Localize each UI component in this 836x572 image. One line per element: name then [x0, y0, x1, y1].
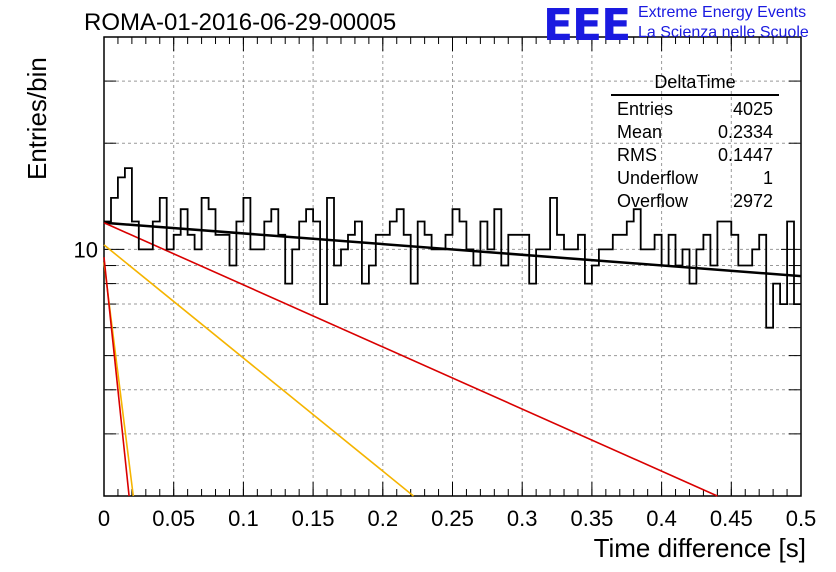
logo-tagline-2: La Scienza nelle Scuole: [638, 24, 809, 41]
stats-title: DeltaTime: [654, 72, 736, 92]
stats-value: 1: [762, 168, 773, 188]
stats-value: 2972: [732, 191, 773, 211]
x-tick-label: 0.5: [786, 506, 817, 531]
stats-value: 4025: [732, 99, 773, 119]
y-tick-label: 10: [74, 237, 98, 262]
stats-rows: Entries 4025 Mean 0.2334 RMS 0.1447 Underflow 1…: [611, 98, 779, 213]
grid-lines: [104, 37, 801, 496]
fit-line: [103, 244, 414, 497]
stats-label: Underflow: [617, 168, 699, 188]
stats-label: Overflow: [617, 191, 689, 211]
chart-title: ROMA-01-2016-06-29-00005: [84, 9, 397, 36]
fit-lines: [103, 221, 802, 497]
fit-line: [103, 257, 130, 497]
x-tick-label: 0.3: [507, 506, 538, 531]
x-axis-label: Time difference [s]: [593, 533, 806, 563]
stats-label: RMS: [617, 145, 657, 165]
fit-line: [103, 221, 802, 278]
x-tick-label: 0.2: [368, 506, 399, 531]
x-tick-label: 0.4: [646, 506, 677, 531]
stats-value: 0.1447: [717, 145, 773, 165]
x-tick-label: 0.05: [152, 506, 195, 531]
eee-logo: EEE: [543, 0, 631, 51]
stats-label: Mean: [617, 122, 663, 142]
x-tick-label: 0: [98, 506, 110, 531]
stats-row: Mean 0.2334: [611, 121, 779, 144]
stats-row: Entries 4025: [611, 98, 779, 121]
x-tick-label: 0.45: [710, 506, 753, 531]
y-tick-labels: 10: [74, 237, 98, 262]
stats-divider: [611, 94, 779, 96]
histogram-series: [104, 167, 801, 329]
stats-row: Overflow 2972: [611, 190, 779, 213]
stats-row: RMS 0.1447: [611, 144, 779, 167]
fit-line: [103, 222, 718, 497]
x-tick-label: 0.35: [570, 506, 613, 531]
x-tick-label: 0.25: [431, 506, 474, 531]
x-tick-label: 0.15: [292, 506, 335, 531]
stats-box: DeltaTime Entries 4025 Mean 0.2334 RMS 0.1447…: [611, 72, 779, 213]
x-tick-label: 0.1: [228, 506, 259, 531]
stats-label: Entries: [617, 99, 674, 119]
x-tick-labels: 0 0.05 0.1 0.15 0.2 0.25 0.3 0.35 0.4 0.45 0.5: [98, 506, 816, 531]
logo-tagline-1: Extreme Energy Events: [638, 4, 807, 21]
stats-value: 0.2334: [717, 122, 773, 142]
y-axis-label: Entries/bin: [22, 57, 52, 180]
axis-ticks: [103, 37, 802, 497]
stats-row: Underflow 1: [611, 167, 779, 190]
